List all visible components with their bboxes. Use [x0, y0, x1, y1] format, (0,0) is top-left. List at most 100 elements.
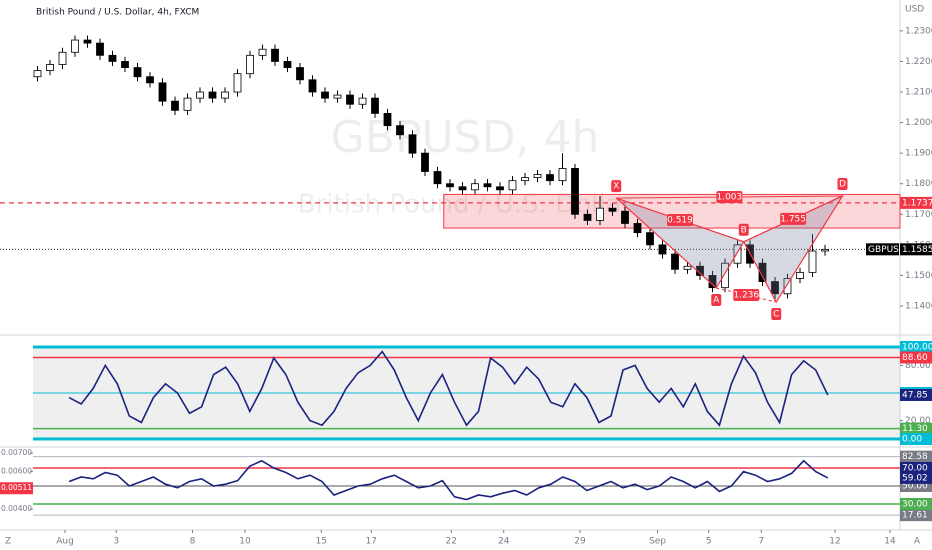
- ratio-box: [667, 213, 693, 226]
- candle-body: [33, 70, 42, 78]
- x-tick-label: 29: [574, 537, 586, 547]
- candle-body: [171, 100, 179, 111]
- marker-box: [0, 482, 33, 495]
- candle-body: [96, 42, 104, 56]
- band-label: 82.58: [902, 452, 928, 462]
- candle-body: [308, 79, 317, 93]
- x-tick-label: 5: [706, 537, 712, 547]
- y-tick-label: 1.15000: [905, 271, 932, 281]
- candle-body: [771, 281, 779, 295]
- point-label: D: [839, 179, 846, 189]
- level-label: 100.00: [902, 342, 932, 352]
- candle-body: [246, 54, 254, 75]
- candle-body: [296, 67, 304, 81]
- candle-body: [233, 73, 242, 93]
- x-tick-label: 12: [829, 537, 840, 547]
- x-tick-label: 8: [190, 537, 196, 547]
- candle-body: [671, 253, 679, 270]
- x-tick-label: 14: [884, 537, 896, 547]
- point-box: [837, 177, 848, 190]
- level-label: 88.60: [902, 353, 928, 363]
- candle-body: [583, 213, 592, 221]
- level-label-box: [900, 422, 932, 435]
- y-tick-label: 1.21000: [905, 88, 932, 98]
- price-label-box: [900, 243, 932, 256]
- candle-body: [271, 48, 279, 62]
- symbol-label-box: [866, 243, 899, 256]
- candle-body: [71, 39, 79, 53]
- y-tick-label: 1.22000: [905, 57, 932, 67]
- currency: USD: [905, 5, 924, 15]
- candle-body: [283, 61, 292, 68]
- candle-body: [333, 94, 342, 99]
- x-tick-label: 3: [113, 537, 119, 547]
- price-label-box: [900, 196, 932, 209]
- candle-body: [658, 244, 667, 255]
- ratio-label: 1.755: [780, 214, 806, 224]
- candle-body: [421, 152, 429, 172]
- band-label-box: [900, 509, 932, 522]
- candle-body: [133, 67, 142, 78]
- candle-body: [796, 271, 804, 279]
- candle-body: [371, 97, 379, 114]
- candle-body: [483, 183, 492, 188]
- candle-body: [58, 51, 67, 65]
- candle-body: [533, 174, 542, 179]
- y-tick-label: 1.20000: [905, 118, 932, 128]
- candle-body: [758, 262, 767, 282]
- band-label: 17.61: [902, 511, 928, 521]
- price-label: 1.15854: [902, 245, 932, 255]
- candle-body: [683, 265, 692, 270]
- y-tick-label: 1.19000: [905, 149, 932, 159]
- candle-body: [571, 168, 579, 215]
- point-label: B: [741, 225, 747, 235]
- candle-body: [558, 168, 567, 182]
- candle-body: [208, 91, 217, 99]
- corner-button[interactable]: A: [914, 537, 921, 547]
- x-tick-label: 7: [758, 537, 764, 547]
- x-tick-label: 15: [316, 537, 327, 547]
- candle-body: [346, 94, 354, 105]
- level-label: 50.00: [902, 482, 928, 492]
- x-tick-label: 17: [366, 537, 377, 547]
- candle-body: [621, 210, 629, 224]
- point-label: A: [713, 295, 720, 305]
- ratio-label: 1.003: [716, 193, 742, 203]
- level-label-box: [900, 340, 932, 353]
- candle-body: [383, 113, 392, 127]
- level-label-box: [900, 498, 932, 510]
- candle-body: [508, 180, 517, 191]
- y-tick-label: 1.17000: [905, 210, 932, 220]
- candle-body: [458, 186, 467, 191]
- level-label: 30.00: [902, 500, 928, 510]
- candle-body: [408, 134, 417, 154]
- ratio-box: [716, 191, 743, 204]
- ratio-box: [780, 212, 807, 225]
- candle-body: [446, 183, 454, 188]
- last-value-label-box: [900, 388, 932, 401]
- ratio-label: 0.519: [667, 215, 693, 225]
- x-tick-label: 10: [239, 537, 251, 547]
- candle-body: [108, 54, 117, 62]
- candle-body: [183, 97, 192, 111]
- oscillator-line: [68, 350, 829, 427]
- candle-body: [783, 278, 792, 295]
- chart-title: British Pound / U.S. Dollar, 4h, FXCM: [36, 8, 199, 18]
- x-tick-label: 24: [498, 537, 510, 547]
- symbol-label: GBPUSD: [868, 245, 906, 255]
- y-tick-label: 1.18000: [905, 179, 932, 189]
- corner-button[interactable]: Z: [5, 537, 11, 547]
- candle-body: [258, 48, 267, 56]
- candle-body: [83, 39, 92, 44]
- candle-body: [121, 61, 129, 68]
- candle-body: [321, 91, 329, 99]
- candle-body: [158, 82, 167, 102]
- y-tick-label: 80.00: [905, 361, 931, 371]
- level-label-box: [900, 351, 932, 364]
- band-label-box: [900, 450, 932, 463]
- y-tick-label: 0.00400: [1, 504, 32, 513]
- candle-body: [808, 250, 817, 273]
- ratio-label: 1.236: [733, 290, 759, 300]
- candle-body: [721, 262, 729, 289]
